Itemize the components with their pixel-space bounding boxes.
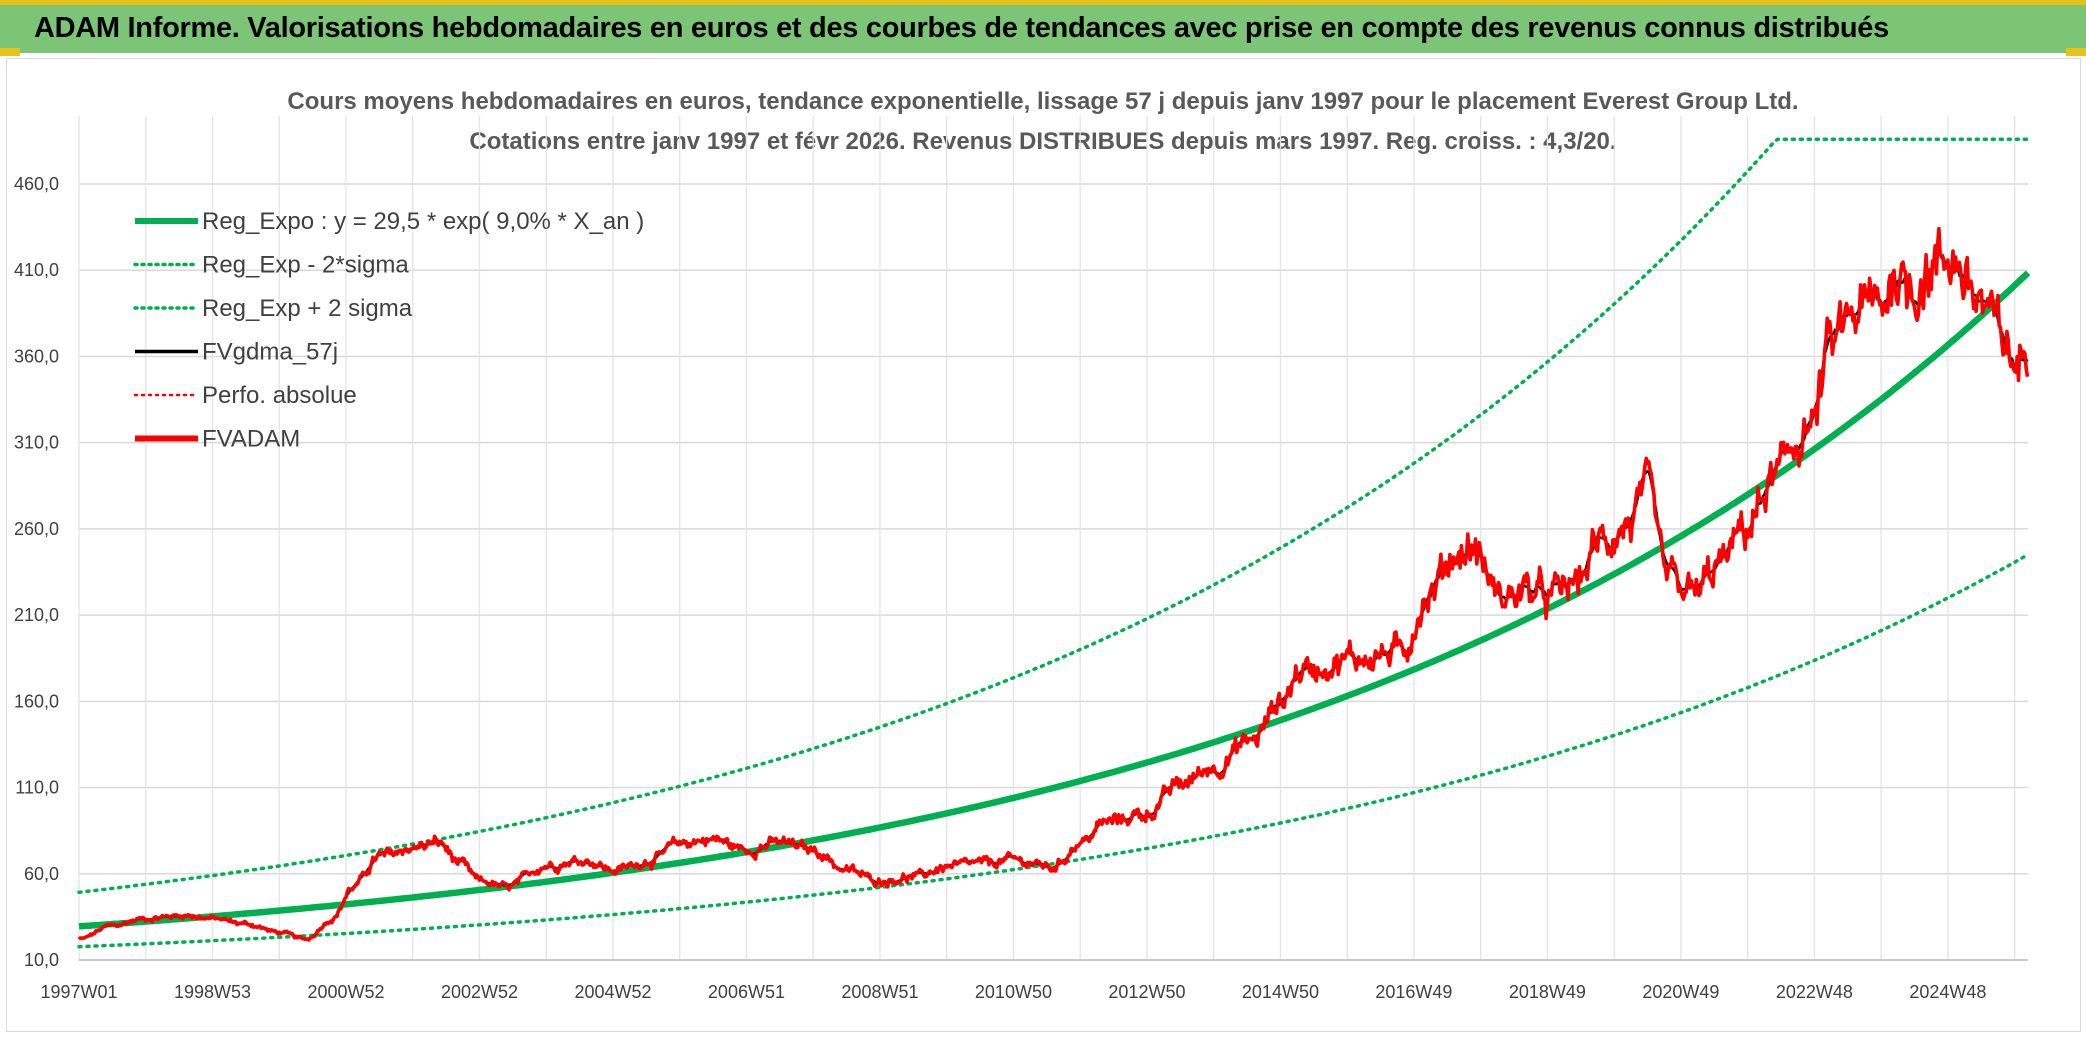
corner-accent-right xyxy=(2066,48,2086,56)
legend-label: FVgdma_57j xyxy=(202,339,338,366)
x-tick-label: 2022W48 xyxy=(1776,982,1853,1002)
x-tick-label: 2020W49 xyxy=(1642,982,1719,1002)
y-tick-label: 210,0 xyxy=(14,605,59,625)
x-tick-label: 2000W52 xyxy=(307,982,384,1002)
y-tick-label: 310,0 xyxy=(14,433,59,453)
x-tick-label: 2014W50 xyxy=(1242,982,1319,1002)
series-reg-minus-2sigma xyxy=(77,552,2030,949)
x-tick-label: 2010W50 xyxy=(975,982,1052,1002)
y-tick-label: 410,0 xyxy=(14,260,59,280)
y-tick-label: 160,0 xyxy=(14,691,59,711)
x-tick-label: 2024W48 xyxy=(1909,982,1986,1002)
y-tick-label: 110,0 xyxy=(15,778,59,798)
series-reg-expo xyxy=(78,270,2031,930)
x-tick-label: 2002W52 xyxy=(441,982,518,1002)
legend-label: Reg_Exp + 2 sigma xyxy=(202,295,413,322)
y-tick-label: 460,0 xyxy=(14,174,59,194)
legend-label: Reg_Exp - 2*sigma xyxy=(202,252,409,279)
chart-title-line1: Cours moyens hebdomadaires en euros, ten… xyxy=(287,88,1798,115)
corner-accent-left xyxy=(0,48,20,56)
report-header: ADAM Informe. Valorisations hebdomadaire… xyxy=(0,5,2086,53)
x-tick-label: 2008W51 xyxy=(841,982,918,1002)
series-fvadam xyxy=(77,226,2030,942)
top-accent-stripe xyxy=(0,0,2086,5)
chart-frame xyxy=(6,58,2081,1032)
report-title: ADAM Informe. Valorisations hebdomadaire… xyxy=(34,12,1889,44)
x-tick-label: 2012W50 xyxy=(1108,982,1185,1002)
x-tick-label: 2004W52 xyxy=(574,982,651,1002)
legend-label: Perfo. absolue xyxy=(202,382,357,409)
y-tick-label: 10,0 xyxy=(24,950,59,970)
legend-label: FVADAM xyxy=(202,426,300,453)
x-tick-label: 1997W01 xyxy=(40,982,117,1002)
x-tick-label: 2016W49 xyxy=(1375,982,1452,1002)
y-tick-label: 260,0 xyxy=(14,519,59,539)
y-tick-label: 60,0 xyxy=(24,864,59,884)
legend-label: Reg_Expo : y = 29,5 * exp( 9,0% * X_an ) xyxy=(202,208,644,235)
x-tick-label: 2006W51 xyxy=(708,982,785,1002)
x-tick-label: 1998W53 xyxy=(174,982,251,1002)
y-tick-label: 360,0 xyxy=(14,346,59,366)
chart-title-line2: Cotations entre janv 1997 et févr 2026. … xyxy=(469,128,1616,155)
series-reg-plus-2sigma xyxy=(77,137,2030,895)
x-tick-label: 2018W49 xyxy=(1509,982,1586,1002)
